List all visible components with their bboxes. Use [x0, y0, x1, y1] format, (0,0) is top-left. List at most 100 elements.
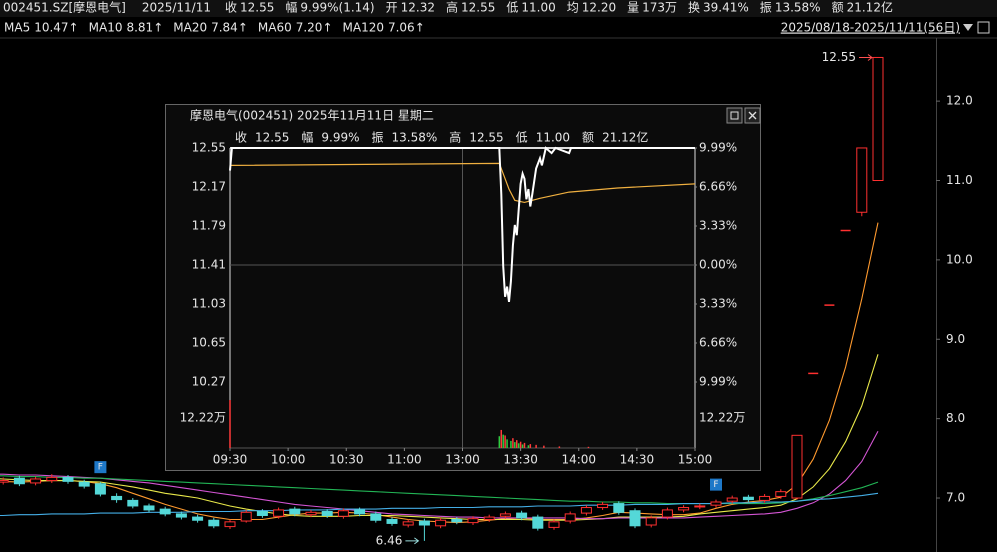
candle-body [613, 503, 625, 513]
event-marker [710, 478, 722, 491]
ma-name: MA20 [173, 21, 207, 35]
stock-code: 002451.SZ[摩恩电气] [3, 0, 126, 15]
y2-tick-label: 0.00% [699, 258, 737, 272]
y2-tick-label: 3.33% [699, 297, 737, 311]
candle-body [516, 512, 528, 519]
field-label: 均 [567, 1, 579, 15]
ma-name: MA10 [89, 21, 123, 35]
toggle-icon[interactable] [977, 21, 990, 34]
ma-value: 10.47↑ [34, 21, 78, 35]
field-label: 额 [832, 1, 844, 15]
candle-body [46, 476, 58, 482]
info-value: 21.12亿 [602, 130, 648, 145]
candle-body [224, 521, 236, 528]
candle-body [386, 518, 398, 524]
field-label: 开 [386, 1, 398, 15]
info-value: 13.58% [392, 131, 438, 145]
maximize-button[interactable] [726, 107, 743, 124]
event-marker-label: F [713, 480, 718, 490]
ma-line [0, 431, 879, 520]
candle-body [143, 505, 155, 511]
y-tick-label: 10.0 [946, 252, 973, 266]
date-range[interactable]: 2025/08/18-2025/11/11(56日) [781, 21, 960, 35]
candle-body [94, 483, 106, 495]
candle-body [0, 480, 9, 483]
candle-body [548, 521, 560, 528]
high-label: 12.55 [822, 50, 856, 64]
y-tick-label: 8.0 [946, 411, 965, 425]
field-label: 幅 [285, 0, 297, 15]
field-label: 换 [688, 1, 700, 15]
candle-body [742, 496, 754, 501]
candle-body [305, 511, 317, 516]
field-value: 12.32 [401, 1, 435, 15]
x-tick-label: 10:30 [329, 453, 364, 467]
y-tick-label: 10.27 [192, 375, 226, 389]
info-value: 12.55 [469, 131, 503, 145]
candle-body [111, 495, 123, 501]
candle-body [872, 56, 884, 182]
candle-body [710, 501, 722, 506]
ma-value: 7.20↑ [296, 21, 333, 35]
candle-body [289, 508, 301, 515]
ma-value: 7.06↑ [388, 21, 425, 35]
candle-body [645, 517, 657, 526]
x-tick-label: 10:00 [271, 453, 306, 467]
y2-tick-label: 6.66% [699, 180, 737, 194]
candle-body [30, 478, 42, 484]
candle-body [402, 521, 414, 526]
info-label: 收 [235, 131, 247, 145]
info-label: 振 [372, 131, 384, 145]
y-tick-label: 9.0 [946, 332, 965, 346]
candle-body [418, 520, 430, 526]
candle-body [694, 505, 706, 508]
info-value: 12.55 [255, 131, 289, 145]
candle-body [192, 516, 204, 521]
y-tick-label: 12.0 [946, 94, 973, 108]
y-tick-label: 11.03 [192, 297, 226, 311]
y-tick-label: 11.41 [192, 258, 226, 272]
x-tick-label: 14:00 [561, 453, 596, 467]
ma-name: MA5 [4, 21, 30, 35]
info-label: 额 [582, 131, 594, 145]
candle-body [273, 509, 285, 517]
x-tick-label: 11:00 [387, 453, 422, 467]
y2-tick-label: 9.99% [699, 375, 737, 389]
candle-body [370, 513, 382, 521]
dropdown-icon[interactable] [963, 24, 973, 31]
ma-name: MA60 [258, 21, 292, 35]
info-label: 幅 [301, 130, 313, 145]
x-tick-label: 15:00 [678, 453, 713, 467]
header-date: 2025/11/11 [142, 1, 211, 15]
popup-title: 摩恩电气(002451) 2025年11月11日 星期二 [190, 108, 434, 123]
info-label: 低 [516, 131, 528, 145]
candle-body [564, 513, 576, 522]
ma-value: 8.81↑ [126, 21, 163, 35]
ma-line [0, 492, 879, 517]
candle-body [175, 513, 187, 518]
y-tick-label: 12.55 [192, 141, 226, 155]
candle-body [661, 509, 673, 518]
candle-body [127, 499, 139, 507]
y-tick-label: 11.0 [946, 173, 973, 187]
info-label: 高 [449, 130, 461, 145]
candle-body [354, 509, 366, 515]
maximize-icon [730, 111, 739, 120]
field-value: 11.00 [521, 1, 555, 15]
x-tick-label: 09:30 [213, 453, 248, 467]
x-tick-label: 14:30 [620, 453, 655, 467]
y-tick-label: 11.79 [192, 219, 226, 233]
y-tick-label: 10.65 [192, 336, 226, 350]
candle-body [726, 497, 738, 502]
info-value: 9.99% [321, 131, 359, 145]
price-line [229, 146, 695, 303]
candle-body [159, 508, 171, 515]
candle-body [759, 495, 771, 501]
candle-body [856, 147, 868, 213]
field-label: 量 [627, 1, 639, 15]
candle-body [321, 511, 333, 516]
event-marker [94, 461, 107, 474]
candle-body [532, 516, 544, 529]
kline-plot [0, 56, 884, 541]
